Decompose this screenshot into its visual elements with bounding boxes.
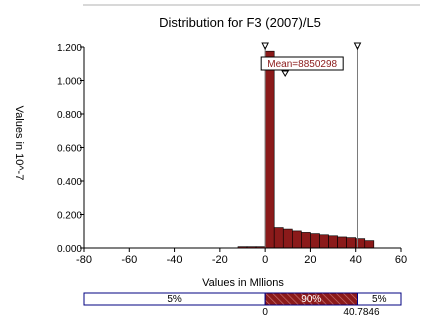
percentile-high-value: 40.7846: [343, 307, 380, 318]
x-tick-label: 0: [262, 254, 268, 266]
y-axis-label: Values in 10^-7: [13, 106, 25, 181]
mean-label-box: [260, 56, 344, 71]
histogram-bar: [364, 240, 375, 249]
histogram-bars: [237, 50, 375, 249]
x-tick-label: 40: [350, 254, 362, 266]
percentile-left-label: 5%: [167, 294, 182, 305]
x-tick-label: -80: [76, 254, 92, 266]
y-tick-label: 1.200: [57, 43, 82, 54]
y-tick-label: 1.000: [57, 77, 82, 88]
histogram-bar: [310, 233, 320, 249]
mean-label: Mean=8850298: [267, 59, 337, 70]
percentile-bar: 5% 90% 5% 0 40.7846: [83, 292, 402, 318]
axes: [83, 47, 401, 249]
histogram-bar: [301, 232, 311, 249]
x-tick-label: -60: [121, 254, 137, 266]
histogram-bar: [282, 228, 293, 249]
histogram-bar: [319, 234, 329, 249]
percentile-right-label: 5%: [372, 294, 387, 305]
y-tick-label: 0.000: [57, 244, 82, 255]
y-tick-label: 0.800: [57, 110, 82, 121]
histogram-bar: [292, 230, 302, 249]
histogram-bar: [273, 227, 284, 249]
mean-annotation: Mean=8850298: [260, 56, 344, 77]
histogram-bar: [264, 50, 275, 249]
percentile-low-value: 0: [262, 307, 268, 318]
histogram-bar: [346, 237, 357, 249]
x-tick-label: 20: [304, 254, 316, 266]
marker-triangle-icon: [261, 42, 269, 51]
histogram-bar: [337, 236, 347, 249]
x-tick-label: -40: [167, 254, 183, 266]
marker-lines: [261, 42, 362, 248]
chart-title: Distribution for F3 (2007)/L5: [159, 15, 321, 30]
x-ticks: -80 -60 -40 -20 0 20 40 60: [76, 248, 407, 266]
percentile-middle-label: 90%: [301, 294, 321, 305]
percentile-right-band: [356, 292, 402, 306]
y-tick-label: 0.600: [57, 144, 82, 155]
y-tick-label: 0.400: [57, 177, 82, 188]
x-tick-label: 60: [395, 254, 407, 266]
mean-marker-icon: [281, 70, 290, 77]
y-tick-label: 0.200: [57, 211, 82, 222]
histogram-bar: [328, 235, 338, 249]
x-axis-label: Values in Mllions: [202, 277, 284, 289]
y-ticks: 0.000 0.200 0.400 0.600 0.800 1.000 1.200: [57, 43, 84, 255]
marker-triangle-icon: [353, 42, 362, 51]
x-tick-label: -20: [212, 254, 228, 266]
